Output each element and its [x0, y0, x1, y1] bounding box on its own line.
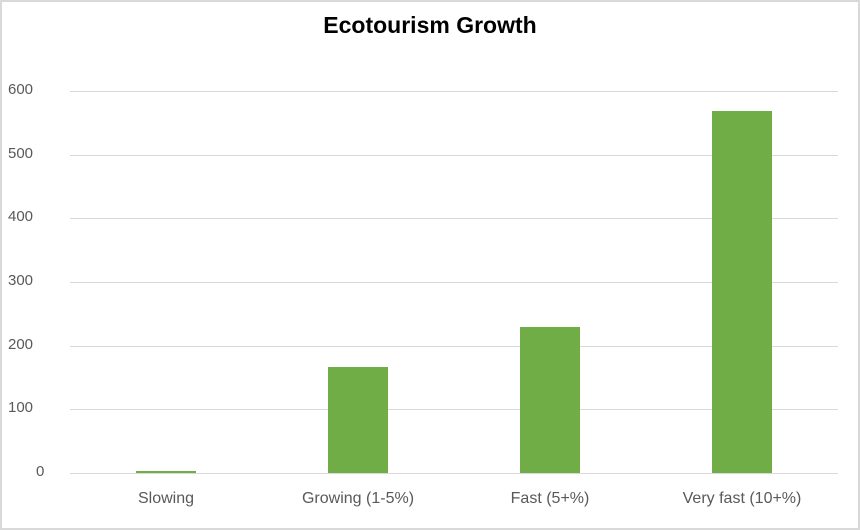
bar[interactable] — [712, 111, 772, 473]
gridline — [70, 346, 838, 347]
y-tick-label: 0 — [36, 463, 45, 480]
chart-title: Ecotourism Growth — [323, 12, 537, 38]
x-category-label: Fast (5+%) — [510, 490, 590, 507]
y-tick-label: 400 — [8, 208, 34, 225]
gridline — [70, 91, 838, 92]
gridline — [70, 282, 838, 283]
gridline — [70, 218, 838, 219]
gridline — [70, 409, 838, 410]
bar[interactable] — [328, 367, 388, 473]
y-tick-label: 200 — [8, 336, 34, 353]
gridline — [70, 473, 838, 474]
y-tick-label: 300 — [8, 272, 34, 289]
bar[interactable] — [136, 471, 196, 473]
x-category-label: Very fast (10+%) — [682, 490, 802, 507]
x-category-label: Slowing — [137, 490, 195, 507]
x-category-label: Growing (1-5%) — [301, 490, 415, 507]
y-tick-label: 600 — [8, 81, 34, 98]
gridline — [70, 155, 838, 156]
y-tick-label: 500 — [8, 145, 34, 162]
y-tick-label: 100 — [8, 399, 34, 416]
bar[interactable] — [520, 327, 580, 473]
